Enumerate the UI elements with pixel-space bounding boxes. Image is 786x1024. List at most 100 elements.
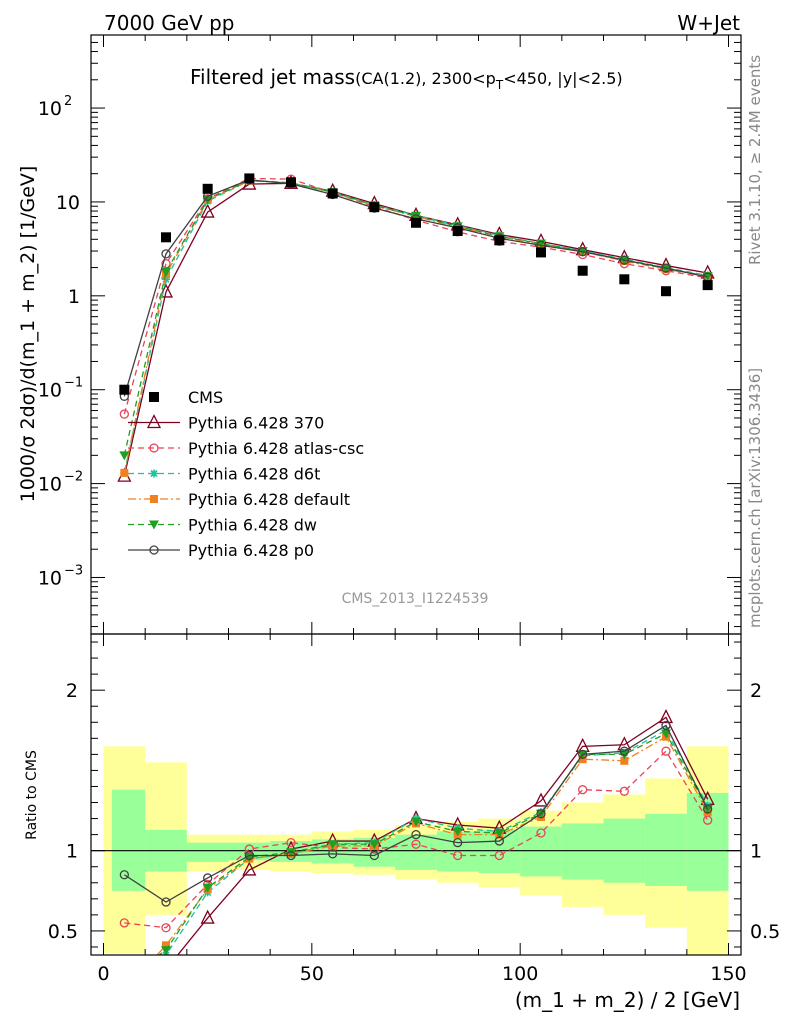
- title-cut: (CA(1.2), 2300<p: [355, 69, 496, 88]
- band-inner-13: [645, 813, 687, 886]
- ratio-ytick-label-right-2: 2: [750, 680, 762, 702]
- series-3-main-point-0: [120, 468, 129, 477]
- series-2-main-point-1: [162, 275, 170, 284]
- legend-label-1: Pythia 6.428 atlas-csc: [188, 439, 364, 458]
- series-5-ratio-point-13: [661, 720, 671, 731]
- title-main: Filtered jet mass: [190, 65, 355, 89]
- series-4-main-point-7: [411, 211, 421, 221]
- series-1-ratio-point-4: [286, 838, 296, 848]
- ratio-lines: [119, 709, 715, 955]
- series-1-ratio-point-0: [119, 918, 129, 928]
- main-ytick-exp-0: −3: [64, 563, 83, 578]
- data-point-12: [619, 274, 630, 285]
- ratio-ytick-label-left-0: 0.5: [48, 921, 78, 943]
- series-4-ratio-point-4: [286, 848, 296, 858]
- series-5-main-point-1: [161, 249, 171, 259]
- series-1-ratio-point-3: [244, 844, 254, 854]
- series-5-ratio-point-6: [369, 850, 379, 861]
- ratio-bands: [91, 746, 741, 955]
- series-5-main-point-12: [619, 255, 629, 265]
- series-0-main-point-1: [158, 283, 174, 298]
- legend-label-3: Pythia 6.428 default: [188, 490, 350, 509]
- band-inner-2: [186, 842, 229, 862]
- series-1-ratio-point-14: [703, 815, 713, 825]
- legend-label-4: Pythia 6.428 dw: [188, 516, 317, 535]
- legend-label-0: Pythia 6.428 370: [188, 414, 324, 433]
- side-label-top: Rivet 3.1.10, ≥ 2.4M events: [746, 55, 764, 265]
- data-point-8: [452, 226, 463, 237]
- series-0-main-point-2: [200, 203, 215, 218]
- ratio-ytick-label-right-0: 0.5: [750, 921, 780, 943]
- series-5-ratio-point-2: [203, 873, 213, 883]
- series-1-ratio-point-1: [161, 923, 171, 933]
- series-3-ratio-point-1: [162, 941, 170, 950]
- x-tick-label-1: 50: [300, 963, 324, 985]
- data-point-13: [661, 286, 671, 297]
- legend-marker-1: [149, 443, 159, 453]
- ratio-ytick-label-left-1: 1: [66, 841, 78, 863]
- series-1-ratio-line: [124, 750, 709, 929]
- main-ylabel: 1000/σ 2dσ)/d(m_1 + m_2) [1/GeV]: [17, 166, 39, 503]
- data-point-0: [119, 384, 130, 395]
- main-ytick-label-4: 10: [56, 192, 80, 214]
- main-ytick-exp-5: 2: [64, 94, 72, 109]
- side-label-bottom: mcplots.cern.ch [arXiv:1306.3436]: [746, 368, 764, 628]
- series-1-ratio-point-12: [619, 786, 629, 796]
- data-point-1: [161, 232, 171, 243]
- series-4-ratio-point-9: [494, 829, 505, 839]
- series-5-ratio-point-9: [494, 836, 504, 846]
- series-0-ratio-point-13: [658, 709, 674, 724]
- main-ytick-label-0: 10: [38, 567, 62, 589]
- series-5-main-point-13: [661, 263, 671, 273]
- series-4-main-point-1: [161, 267, 171, 277]
- data-point-6: [369, 202, 380, 213]
- series-4-ratio-point-1: [161, 946, 171, 955]
- title-tail: <450, |y|<2.5): [503, 69, 622, 88]
- data-point-4: [286, 177, 296, 188]
- series-4-ratio-point-14: [702, 804, 713, 814]
- main-ytick-label-3: 1: [68, 286, 80, 308]
- series-5-ratio-point-0: [119, 870, 129, 880]
- series-1-ratio-point-9: [494, 850, 504, 861]
- series-0-ratio-point-11: [575, 737, 590, 752]
- x-tick-label-0: 0: [97, 963, 109, 985]
- legend-marker-5: [149, 545, 159, 555]
- data-point-2: [202, 183, 213, 194]
- series-5-ratio-line: [123, 724, 709, 903]
- series-5-main-point-11: [578, 247, 588, 257]
- series-1-ratio-point-8: [453, 850, 463, 861]
- ratio-ytick-label-right-1: 1: [750, 841, 762, 863]
- band-inner-10: [520, 826, 562, 877]
- title-sub: T: [495, 78, 504, 92]
- data-point-3: [244, 173, 255, 184]
- header-right: W+Jet: [677, 11, 740, 35]
- series-1-ratio-point-11: [578, 785, 588, 795]
- series-5-ratio-point-1: [161, 897, 171, 907]
- x-tick-label-3: 150: [710, 963, 746, 985]
- legend-marker-3: [150, 495, 158, 503]
- legend-label-2: Pythia 6.428 d6t: [188, 465, 320, 484]
- series-5-ratio-point-11: [578, 749, 588, 760]
- series-5-ratio-point-3: [244, 850, 254, 861]
- main-ytick-exp-2: −1: [64, 376, 83, 391]
- series-4-ratio-point-8: [452, 827, 463, 837]
- series-1-main-point-0: [119, 409, 129, 419]
- series-4-main-point-0: [119, 451, 130, 461]
- main-lines: [117, 173, 715, 482]
- series-1-ratio-point-7: [411, 839, 421, 849]
- series-0-ratio-point-2: [200, 909, 215, 924]
- main-ytick-exp-1: −2: [64, 470, 83, 485]
- series-1-main-point-1: [161, 259, 171, 269]
- series-5-ratio-point-7: [411, 829, 421, 840]
- legend-label-5: Pythia 6.428 p0: [188, 541, 314, 560]
- series-5-ratio-point-5: [328, 849, 338, 859]
- ratio-ytick-label-left-2: 2: [66, 680, 78, 702]
- header-left: 7000 GeV pp: [104, 11, 235, 35]
- data-point-9: [494, 235, 505, 246]
- series-1-ratio-point-10: [536, 828, 546, 838]
- data-point-7: [411, 217, 421, 228]
- legend-marker-2: [150, 469, 158, 478]
- series-0-ratio-point-10: [533, 792, 549, 807]
